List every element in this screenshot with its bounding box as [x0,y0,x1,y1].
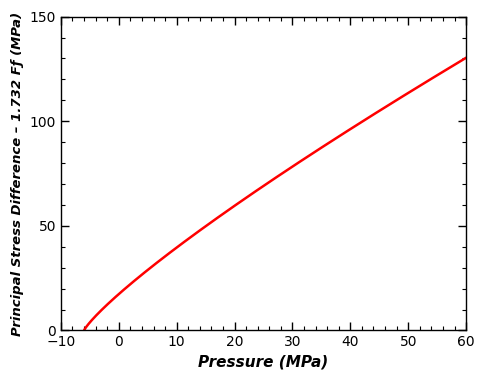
X-axis label: Pressure (MPa): Pressure (MPa) [198,355,329,370]
Y-axis label: Principal Stress Difference – 1.732 Fƒ (MPa): Principal Stress Difference – 1.732 Fƒ (… [11,11,24,336]
